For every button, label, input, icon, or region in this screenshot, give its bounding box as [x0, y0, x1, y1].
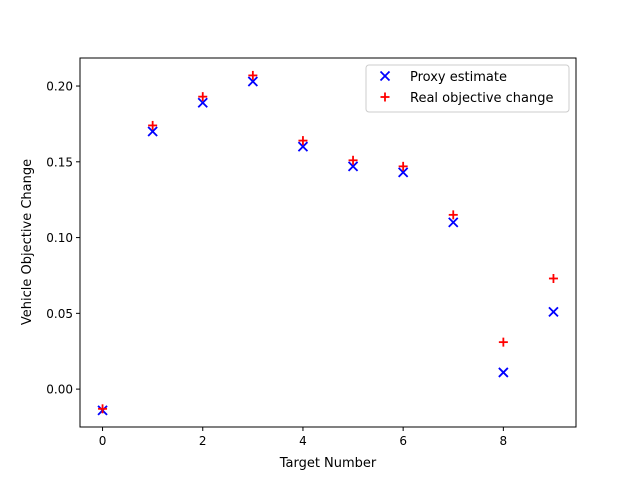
real-objective-change-point	[298, 136, 308, 146]
real-objective-change-point	[548, 273, 558, 283]
legend-marker-real-objective-change	[380, 92, 390, 102]
x-tick-label: 2	[199, 434, 207, 448]
proxy-estimate-point	[197, 97, 208, 108]
proxy-estimate-point	[347, 161, 359, 172]
real-objective-change-point	[198, 92, 208, 102]
y-axis-label: Vehicle Objective Change	[20, 159, 35, 325]
y-tick-label: 0.10	[46, 231, 73, 245]
x-tick-label: 8	[500, 434, 508, 448]
legend-label-real-objective-change: Real objective change	[410, 91, 554, 106]
proxy-estimate-point	[297, 141, 309, 152]
x-tick-label: 4	[299, 434, 307, 448]
proxy-estimate-point	[548, 306, 559, 317]
real-objective-change-point	[248, 70, 258, 80]
y-tick-label: 0.15	[46, 155, 73, 169]
real-objective-change-point	[348, 155, 358, 165]
legend: Proxy estimate Real objective change	[365, 64, 570, 113]
proxy-estimate-point	[498, 367, 509, 378]
real-objective-change-point	[498, 337, 508, 347]
data-points	[97, 70, 559, 416]
real-objective-change-point	[148, 120, 158, 130]
x-axis-label: Target Number	[279, 456, 377, 471]
proxy-estimate-point	[247, 76, 258, 87]
real-objective-change-point	[98, 404, 108, 414]
legend-plus-marker-icon	[380, 92, 390, 102]
plot-area-frame	[79, 57, 577, 428]
proxy-estimate-point	[147, 126, 158, 137]
y-tick-label: 0.20	[46, 80, 73, 94]
proxy-estimate-point	[448, 217, 459, 228]
x-tick-label: 6	[399, 434, 407, 448]
legend-frame	[365, 64, 570, 113]
legend-x-marker-icon	[379, 70, 391, 82]
real-objective-change-point	[398, 161, 408, 171]
legend-label-proxy-estimate: Proxy estimate	[410, 70, 507, 85]
axis-ticks: 0 2 4 6 8 0.00 0.05 0.10 0.15 0.20	[46, 80, 507, 448]
legend-marker-proxy-estimate	[379, 70, 391, 82]
y-tick-label: 0.05	[46, 307, 73, 321]
real-objective-change-point	[448, 210, 458, 220]
x-tick-label: 0	[99, 434, 107, 448]
y-tick-label: 0.00	[46, 383, 73, 397]
proxy-estimate-point	[398, 167, 409, 178]
